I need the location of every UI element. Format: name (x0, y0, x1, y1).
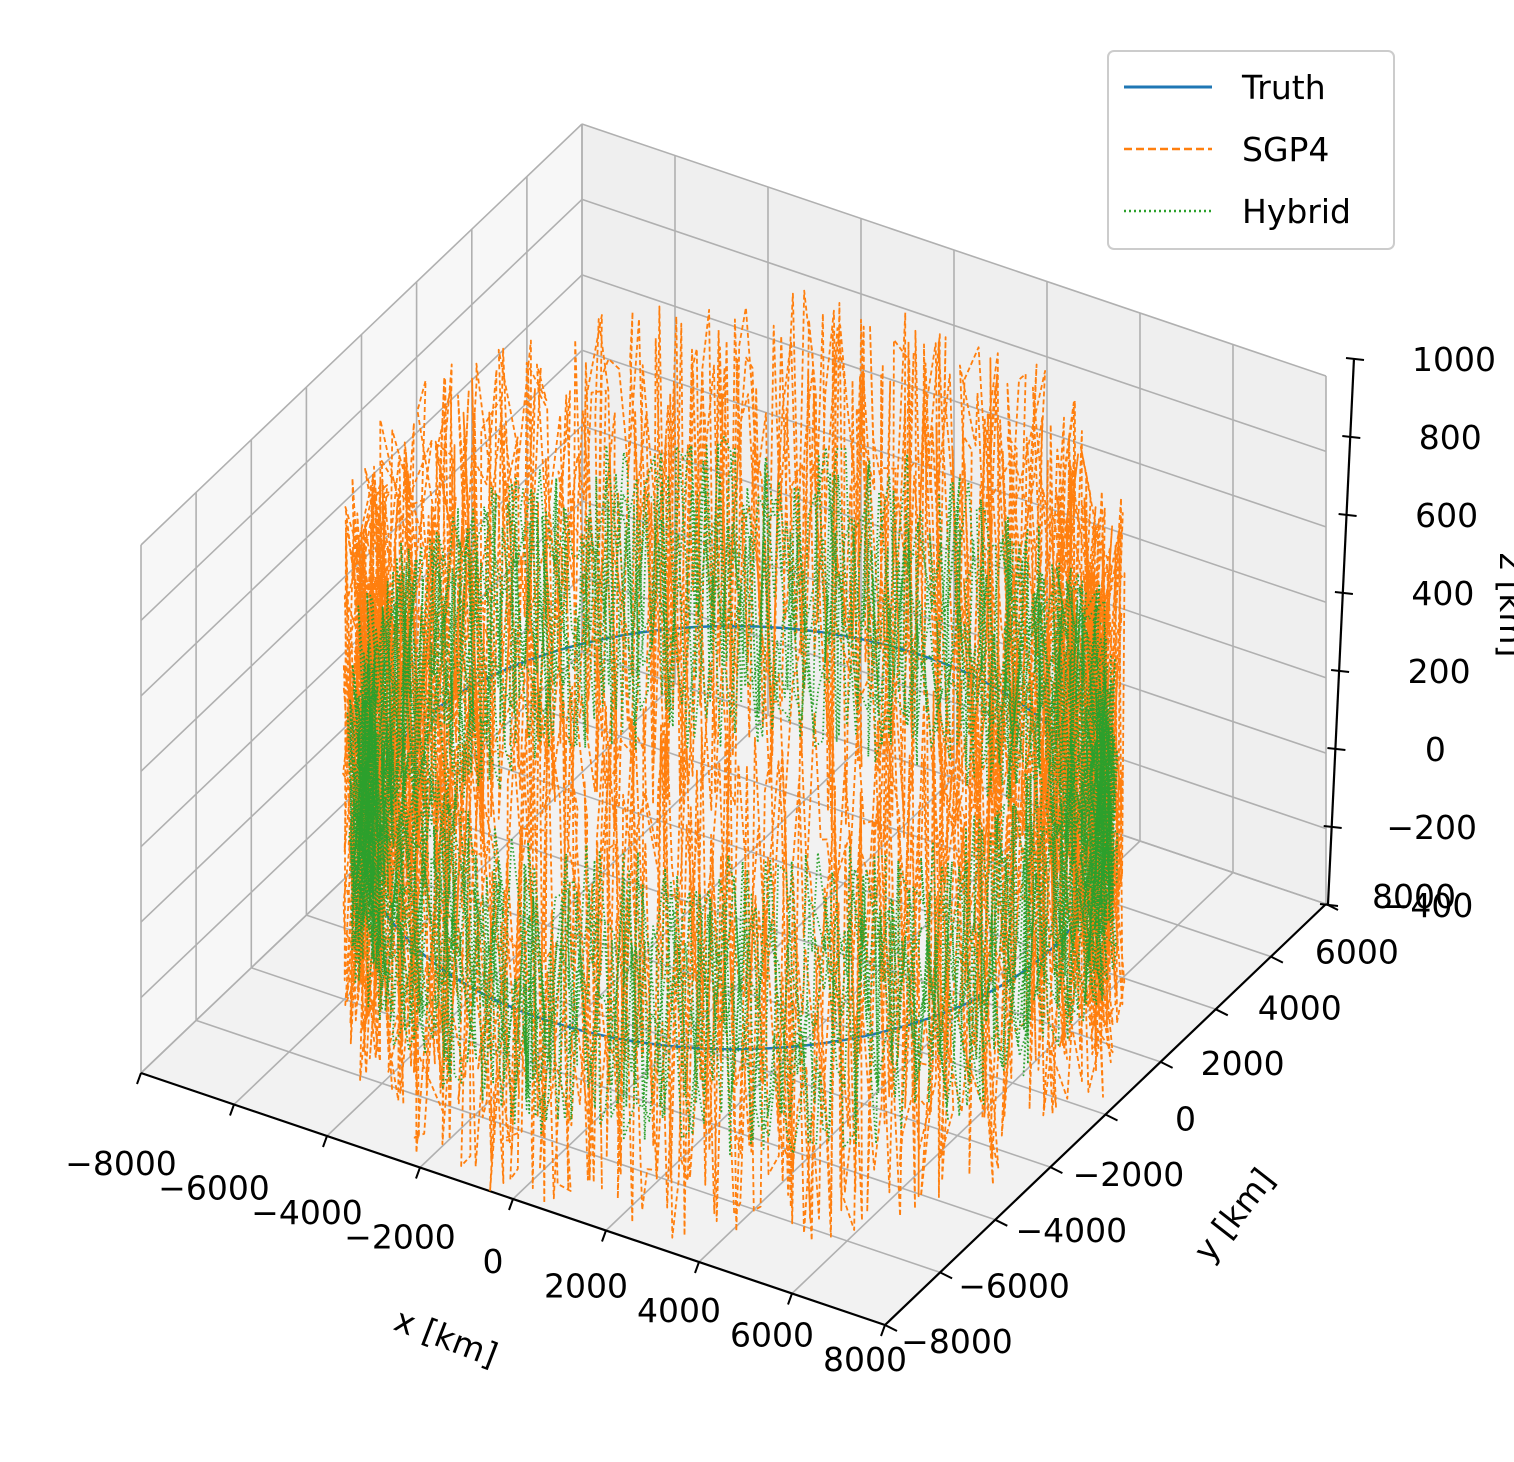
x-tick (508, 1198, 514, 1211)
y-tick (1215, 1008, 1229, 1017)
z-tick (1323, 825, 1342, 829)
z-tick-label: 800 (1419, 418, 1482, 457)
legend-label-truth: Truth (1241, 68, 1326, 107)
x-tick (601, 1230, 607, 1242)
z-tick-label: 400 (1411, 574, 1474, 613)
series-line-hybrid (346, 436, 1119, 1156)
y-tick (1270, 955, 1284, 964)
gridline-z-wall (140, 274, 583, 697)
x-tick (880, 1324, 886, 1337)
z-axis-line (1326, 357, 1356, 905)
gridline-z-wall (140, 198, 583, 621)
z-tick (1342, 435, 1361, 439)
y-tick-label: 4000 (1258, 988, 1342, 1027)
y-tick (1160, 1061, 1174, 1069)
gridline-z-wall (140, 123, 583, 546)
y-tick (994, 1218, 1008, 1227)
y-tick-label: −2000 (1073, 1155, 1185, 1194)
axes-panes (141, 124, 1326, 1325)
x-tick-label: 2000 (544, 1267, 628, 1306)
x-tick (136, 1072, 142, 1085)
x-tick-label: 0 (483, 1242, 504, 1281)
z-tick (1345, 357, 1365, 361)
y-tick-label: 6000 (1315, 933, 1399, 972)
x-tick-label: 8000 (823, 1340, 907, 1379)
y-tick-label: −4000 (1015, 1211, 1127, 1250)
y-tick (1049, 1166, 1063, 1174)
x-tick (694, 1261, 700, 1274)
series-line-sgp4 (342, 289, 1126, 1242)
x-tick-label: −6000 (158, 1169, 270, 1208)
x-tick (415, 1167, 421, 1179)
z-tick-label: 0 (1425, 730, 1446, 769)
x-tick (322, 1135, 328, 1148)
legend-frame (1107, 50, 1395, 250)
x-tick (787, 1293, 793, 1305)
y-tick-label: 0 (1175, 1100, 1196, 1139)
z-tick (1327, 747, 1346, 751)
x-tick-label: −8000 (65, 1144, 177, 1183)
gridline-z-back (581, 198, 1327, 453)
z-tick (1319, 903, 1339, 907)
z-tick (1334, 591, 1354, 595)
x-tick (229, 1104, 235, 1116)
y-tick-label: −8000 (901, 1322, 1013, 1361)
x-tick-label: 4000 (637, 1291, 721, 1330)
gridline-z-back (581, 274, 1327, 528)
y-tick-label: 2000 (1201, 1044, 1285, 1083)
legend-label-hybrid: Hybrid (1242, 192, 1351, 231)
x-tick-label: 6000 (730, 1316, 814, 1355)
legend: Truth SGP4 Hybrid (1107, 50, 1395, 250)
y-tick (884, 1324, 898, 1332)
series-layer (342, 289, 1126, 1242)
gridline-z-back (581, 123, 1327, 377)
axis-lines (136, 357, 1365, 1337)
z-axis-label: z [km] (1492, 553, 1514, 658)
y-tick (1105, 1113, 1118, 1122)
y-axis-label: y [km] (1186, 1161, 1283, 1269)
z-tick-label: 600 (1415, 496, 1478, 535)
z-tick-label: −400 (1383, 886, 1474, 925)
legend-label-sgp4: SGP4 (1242, 130, 1329, 169)
y-tick-label: −6000 (958, 1266, 1070, 1305)
x-tick-label: −2000 (344, 1218, 456, 1257)
y-tick (939, 1271, 953, 1280)
tick-labels: −8000−6000−4000−200002000400060008000−80… (65, 340, 1496, 1379)
y-tick-label: 8000 (1372, 877, 1456, 916)
z-tick-label: 1000 (1412, 340, 1496, 379)
x-axis-label: x [km] (389, 1300, 503, 1375)
z-tick-label: 200 (1408, 652, 1471, 691)
z-tick (1338, 513, 1357, 517)
x-tick-label: −4000 (251, 1193, 363, 1232)
z-tick-label: −200 (1386, 808, 1477, 847)
z-tick (1330, 669, 1350, 673)
